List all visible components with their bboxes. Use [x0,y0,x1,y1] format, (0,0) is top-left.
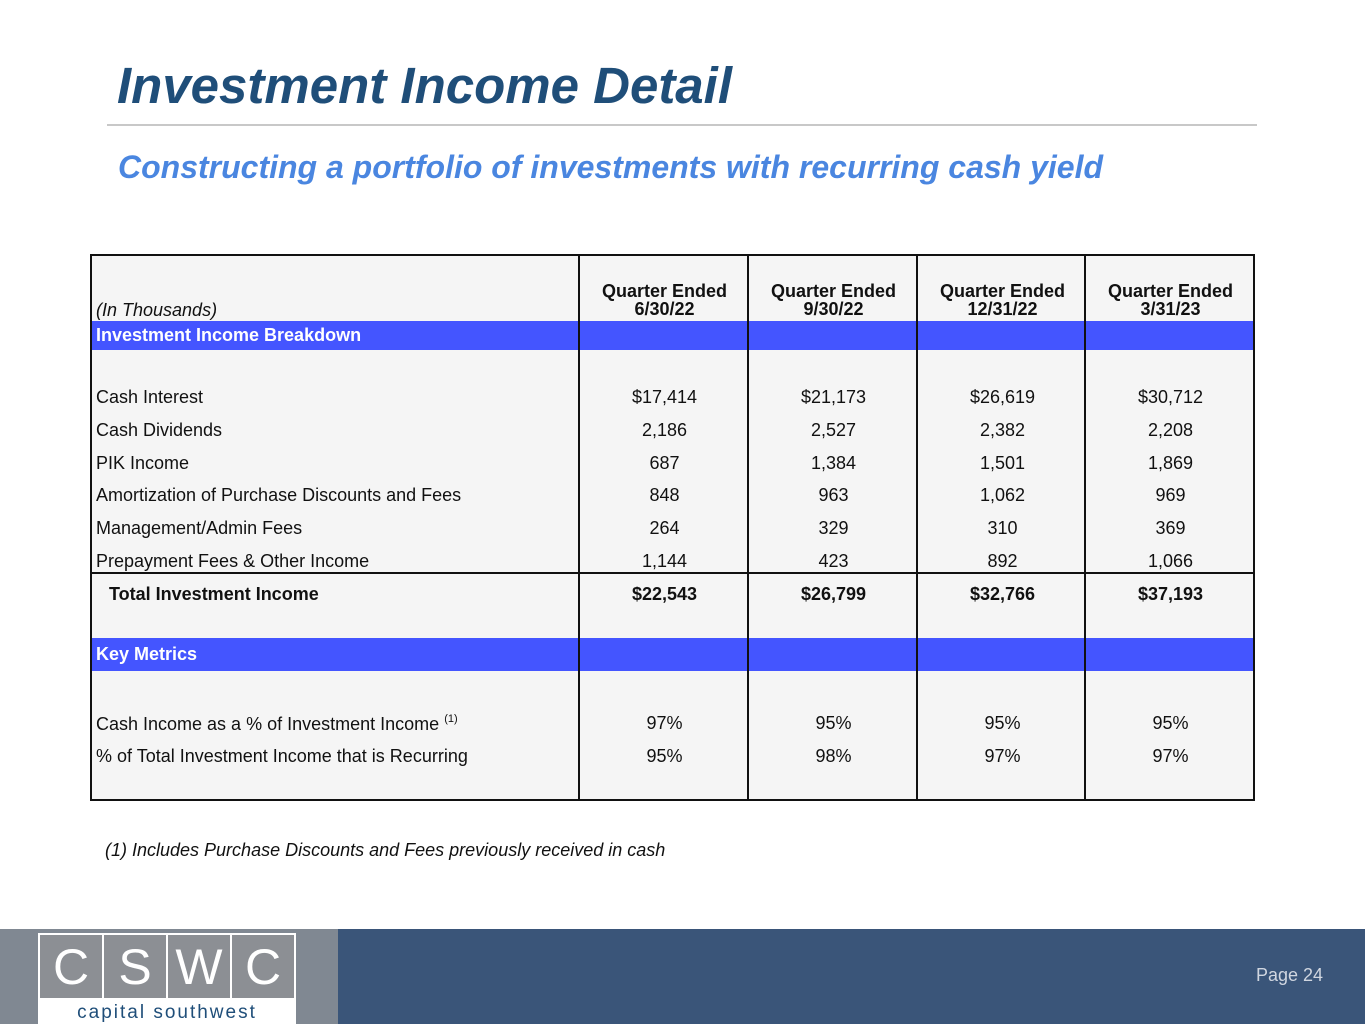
cell-value: 1,501 [979,452,1026,473]
cell-value: 264 [649,518,680,539]
cell-value: 969 [1155,485,1186,506]
cell-value: 892 [987,551,1018,571]
cell-value: 1,062 [979,485,1026,506]
cell-value: 95% [984,713,1021,733]
cell-value: 1,869 [1147,452,1194,473]
cell-value: 95% [646,746,683,766]
cell-value: 97% [646,713,683,733]
total-divider [92,572,1253,574]
column-divider [747,256,749,799]
column-divider [916,256,918,799]
footer-bar [338,929,1365,1024]
cell-value: $37,193 [1137,584,1204,604]
column-divider [578,256,580,799]
page-number: Page 24 [1255,965,1323,985]
cell-value: 329 [818,518,849,539]
cell-value: 1,066 [1147,551,1194,571]
table-row: Cash Interest $17,414 $21,173 $26,619 $30,71… [92,385,1253,411]
table-row: Total Investment Income $22,543 $26,799 $32… [92,582,1253,608]
cell-value: 95% [1152,713,1189,733]
row-label: Total Investment Income [109,584,319,604]
cell-value: $30,712 [1137,387,1204,407]
section-header-breakdown: Investment Income Breakdown [92,321,1253,350]
table-row: Cash Dividends 2,186 2,527 2,382 2,208 [92,418,1253,444]
cell-value: 1,144 [641,551,688,571]
column-header: Quarter Ended 9/30/22 [770,281,897,319]
table-row: Amortization of Purchase Discounts and F… [92,483,1253,509]
cell-value: $26,799 [800,584,867,604]
table-row: PIK Income 687 1,384 1,501 1,869 [92,451,1253,477]
cell-value: 369 [1155,518,1186,539]
cell-value: $17,414 [631,387,698,407]
row-label: % of Total Investment Income that is Rec… [96,746,468,766]
section-header-metrics: Key Metrics [92,638,1253,671]
row-label: Cash Income as a % of Investment Income … [96,713,458,734]
cell-value: 310 [987,518,1018,539]
page-title: Investment Income Detail [117,57,733,114]
cell-value: $32,766 [969,584,1036,604]
cell-value: 423 [818,551,849,571]
table-row: Cash Income as a % of Investment Income … [92,711,1253,737]
page-subtitle: Constructing a portfolio of investments … [118,149,1104,185]
cell-value: 848 [649,485,680,506]
divider [107,124,1257,126]
cell-value: 2,382 [979,419,1026,440]
cell-value: 2,208 [1147,419,1194,440]
row-label: Amortization of Purchase Discounts and F… [96,485,462,506]
cell-value: $26,619 [969,387,1036,407]
cell-value: 97% [984,746,1021,766]
income-table: (In Thousands) Quarter Ended 6/30/22 Quar… [90,254,1255,801]
cell-value: $21,173 [800,387,867,407]
column-header: Quarter Ended 3/31/23 [1107,281,1234,319]
cell-value: 95% [815,713,852,733]
cell-value: 1,384 [810,452,857,473]
column-header: Quarter Ended 12/31/22 [939,281,1066,319]
cell-value: $22,543 [631,584,698,604]
footnote: (1) Includes Purchase Discounts and Fees… [105,840,666,860]
cell-value: 97% [1152,746,1189,766]
units-label: (In Thousands) [96,300,218,320]
cell-value: 963 [818,485,849,506]
cell-value: 2,527 [810,419,857,440]
cell-value: 98% [815,746,852,766]
row-label: Cash Dividends [96,419,223,440]
table-row: Prepayment Fees & Other Income 1,144 423 89… [92,549,1253,575]
cell-value: 687 [649,452,680,473]
row-label: Management/Admin Fees [96,518,303,539]
column-header: Quarter Ended 6/30/22 [601,281,728,319]
row-label: Cash Interest [96,387,204,407]
cell-value: 2,186 [641,419,688,440]
table-row: Management/Admin Fees 264 329 310 369 [92,516,1253,542]
table-row: % of Total Investment Income that is Rec… [92,744,1253,770]
column-divider [1084,256,1086,799]
row-label: PIK Income [96,452,190,473]
row-label: Prepayment Fees & Other Income [96,551,370,571]
